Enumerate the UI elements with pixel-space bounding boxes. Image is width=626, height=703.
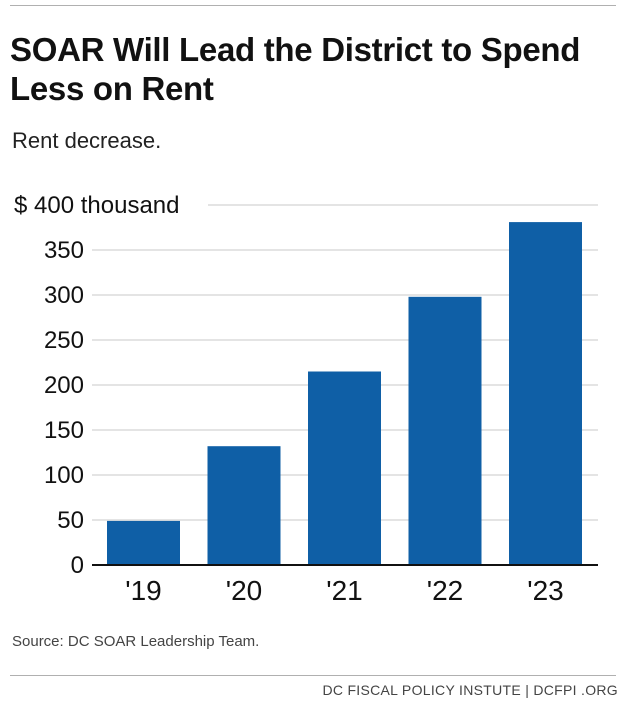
x-tick-labels: '19 '20 '21 '22 '23 <box>125 575 564 606</box>
bars <box>107 222 582 565</box>
y-tick-label: $ 400 thousand <box>14 192 179 219</box>
source-note: Source: DC SOAR Leadership Team. <box>12 633 260 650</box>
top-divider <box>10 5 616 6</box>
footer-credit: DC FISCAL POLICY INSTUTE | DCFPI .ORG <box>322 682 618 698</box>
y-tick-label: 150 <box>44 417 84 444</box>
y-tick-label: 300 <box>44 282 84 309</box>
x-tick-label: '22 <box>427 575 464 606</box>
bottom-divider <box>10 675 616 676</box>
y-tick-label: 0 <box>71 552 84 579</box>
bar <box>509 222 582 565</box>
y-tick-label: 100 <box>44 462 84 489</box>
x-tick-label: '21 <box>326 575 363 606</box>
chart-title: SOAR Will Lead the District to Spend Les… <box>10 31 581 107</box>
bar <box>408 296 482 565</box>
y-tick-label: 250 <box>44 327 84 354</box>
bar <box>308 371 381 565</box>
y-tick-labels: 0 50 100 150 200 250 300 350 $ 400 thousand <box>14 192 179 579</box>
x-tick-label: '20 <box>226 575 263 606</box>
x-tick-label: '23 <box>527 575 564 606</box>
bar <box>207 446 281 565</box>
y-tick-label: 350 <box>44 237 84 264</box>
y-tick-label: 50 <box>57 507 84 534</box>
x-tick-label: '19 <box>125 575 162 606</box>
y-tick-label: 200 <box>44 372 84 399</box>
bar <box>107 520 180 565</box>
chart-subtitle: Rent decrease. <box>12 128 162 153</box>
